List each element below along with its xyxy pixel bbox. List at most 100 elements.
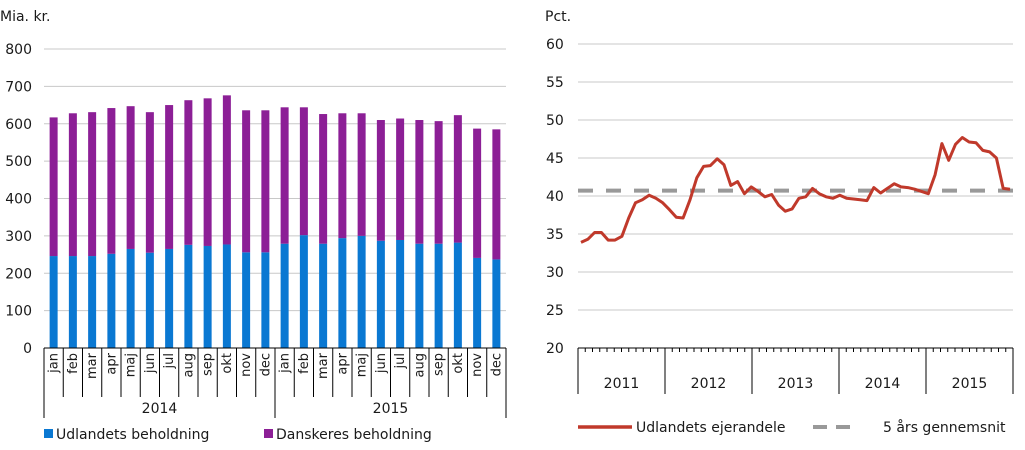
- y-tick-label: 0: [23, 341, 32, 357]
- bar-udlandets-beholdning: [222, 244, 231, 348]
- y-tick-label: 45: [546, 151, 564, 167]
- x-group-label-year: 2015: [373, 401, 409, 417]
- bar-danskeres-beholdning: [222, 95, 231, 245]
- bar-danskeres-beholdning: [261, 110, 270, 253]
- x-tick-label-month: nov: [470, 353, 485, 377]
- x-tick-label-month: jul: [162, 353, 177, 369]
- x-group-label-year: 2015: [952, 376, 988, 392]
- bar-danskeres-beholdning: [357, 113, 366, 236]
- bar-udlandets-beholdning: [415, 243, 424, 348]
- x-tick-label-month: maj: [355, 353, 370, 377]
- bar-udlandets-beholdning: [242, 252, 251, 348]
- bar-udlandets-beholdning: [338, 238, 347, 348]
- bar-udlandets-beholdning: [49, 256, 58, 348]
- y-tick-label: 40: [546, 189, 564, 205]
- bar-danskeres-beholdning: [184, 100, 193, 245]
- bar-danskeres-beholdning: [415, 120, 424, 244]
- x-tick-label-month: jul: [393, 353, 408, 369]
- y-tick-label: 30: [546, 265, 564, 281]
- legend-swatch-danskeres-beholdning: [264, 429, 273, 438]
- x-group-label-year: 2012: [691, 376, 727, 392]
- y-tick-label: 400: [5, 192, 32, 208]
- bar-danskeres-beholdning: [126, 106, 135, 249]
- x-tick-label-month: maj: [124, 353, 139, 377]
- x-tick-label-month: aug: [181, 353, 196, 377]
- bar-danskeres-beholdning: [49, 117, 58, 257]
- x-tick-label-month: mar: [316, 352, 331, 379]
- bar-udlandets-beholdning: [107, 253, 116, 348]
- x-tick-label-month: sep: [432, 353, 447, 376]
- legend-label-udlandets-beholdning: Udlandets beholdning: [56, 427, 209, 443]
- legend-label-5-aars-gennemsnit: 5 års gennemsnit: [883, 419, 1006, 436]
- bar-udlandets-beholdning: [473, 257, 482, 348]
- x-tick-label-month: aug: [412, 353, 427, 377]
- bar-danskeres-beholdning: [299, 107, 308, 236]
- x-tick-label-month: dec: [489, 353, 504, 376]
- y-axis-unit-label: Mia. kr.: [0, 9, 50, 25]
- y-tick-label: 800: [5, 42, 32, 58]
- x-tick-label-month: jan: [278, 353, 293, 374]
- bar-danskeres-beholdning: [165, 105, 174, 249]
- y-tick-label: 35: [546, 227, 564, 243]
- x-group-label-year: 2014: [865, 376, 901, 392]
- y-tick-label: 20: [546, 341, 564, 357]
- x-tick-label-month: feb: [66, 353, 81, 374]
- bar-udlandets-beholdning: [376, 240, 385, 348]
- bar-danskeres-beholdning: [376, 120, 385, 241]
- x-tick-label-month: nov: [239, 353, 254, 377]
- x-tick-label-month: apr: [104, 352, 119, 374]
- bar-danskeres-beholdning: [396, 118, 405, 240]
- bar-udlandets-beholdning: [184, 244, 193, 348]
- y-axis-unit-label: Pct.: [545, 9, 571, 25]
- bar-danskeres-beholdning: [107, 108, 116, 254]
- y-tick-label: 500: [5, 154, 32, 170]
- x-tick-label-month: dec: [258, 353, 273, 376]
- x-tick-label-month: mar: [85, 352, 100, 379]
- x-tick-label-month: okt: [451, 353, 466, 374]
- bar-udlandets-beholdning: [453, 242, 462, 348]
- bar-udlandets-beholdning: [68, 256, 77, 348]
- y-tick-label: 100: [5, 304, 32, 320]
- x-group-label-year: 2011: [604, 376, 640, 392]
- x-group-label-year: 2014: [142, 401, 178, 417]
- y-tick-label: 700: [5, 79, 32, 95]
- bar-danskeres-beholdning: [88, 112, 97, 257]
- y-tick-label: 55: [546, 75, 564, 91]
- series-line-udlandets-ejerandele: [580, 136, 1011, 244]
- bar-udlandets-beholdning: [165, 248, 174, 348]
- x-tick-label-month: apr: [335, 352, 350, 374]
- x-tick-label-month: feb: [297, 353, 312, 374]
- y-tick-label: 60: [546, 37, 564, 53]
- bar-danskeres-beholdning: [434, 121, 443, 244]
- legend: Udlandets ejerandele 5 års gennemsnit: [578, 419, 1006, 436]
- bar-udlandets-beholdning: [261, 252, 270, 348]
- bar-udlandets-beholdning: [434, 243, 443, 348]
- legend-label-danskeres-beholdning: Danskeres beholdning: [276, 427, 432, 443]
- legend-swatch-udlandets-beholdning: [44, 429, 53, 438]
- legend-label-udlandets-ejerandele: Udlandets ejerandele: [636, 420, 786, 436]
- bar-danskeres-beholdning: [145, 112, 154, 253]
- x-tick-label-month: okt: [220, 353, 235, 374]
- bar-udlandets-beholdning: [492, 259, 501, 348]
- bar-udlandets-beholdning: [319, 243, 328, 348]
- y-tick-label: 600: [5, 117, 32, 133]
- x-tick-label-month: jun: [374, 353, 389, 374]
- bar-danskeres-beholdning: [492, 129, 501, 260]
- x-tick-label-month: jan: [47, 353, 62, 374]
- x-group-label-year: 2013: [778, 376, 814, 392]
- x-tick-label-month: jun: [143, 353, 158, 374]
- bar-udlandets-beholdning: [88, 256, 97, 348]
- bar-udlandets-beholdning: [357, 235, 366, 348]
- bar-danskeres-beholdning: [338, 113, 347, 239]
- y-tick-label: 300: [5, 229, 32, 245]
- bar-udlandets-beholdning: [396, 239, 405, 348]
- bar-danskeres-beholdning: [242, 110, 251, 253]
- bar-danskeres-beholdning: [453, 115, 462, 243]
- x-tick-label-month: sep: [201, 353, 216, 376]
- legend: Udlandets beholdning Danskeres beholdnin…: [44, 427, 432, 443]
- bar-danskeres-beholdning: [68, 113, 77, 257]
- y-tick-label: 25: [546, 303, 564, 319]
- bar-udlandets-beholdning: [299, 235, 308, 348]
